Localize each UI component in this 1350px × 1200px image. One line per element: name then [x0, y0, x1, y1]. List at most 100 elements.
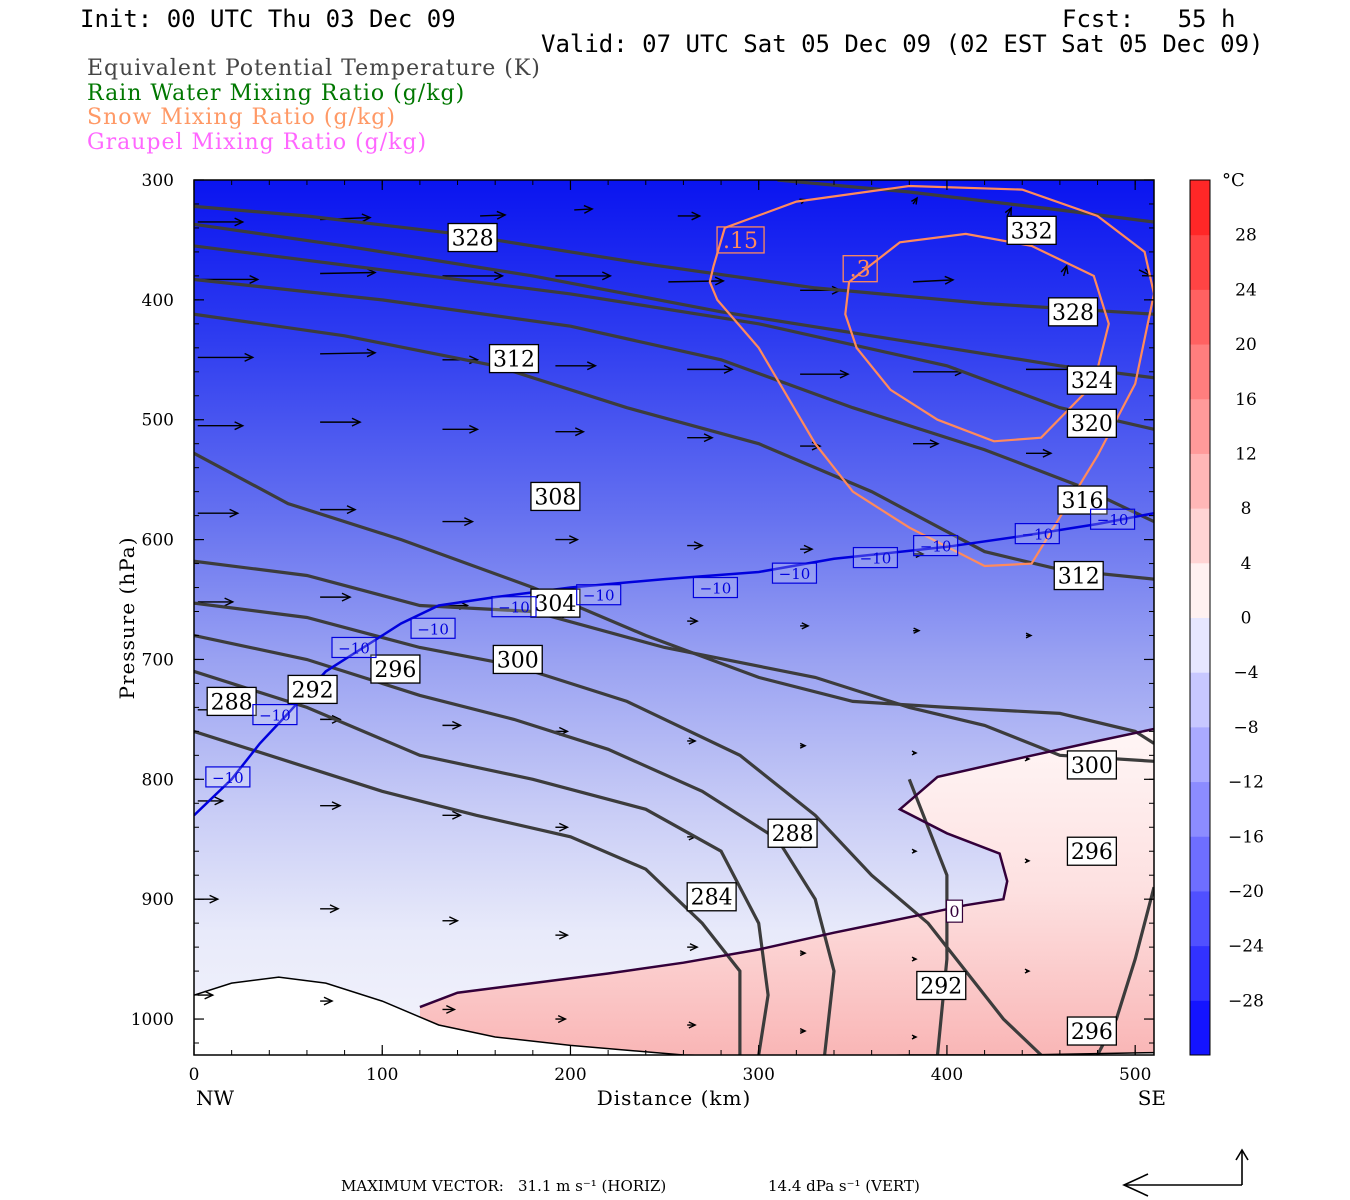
svg-text:−10: −10 — [700, 580, 732, 598]
wind-vector — [320, 592, 352, 602]
wind-vector — [799, 742, 807, 749]
wind-vector — [320, 268, 377, 278]
svg-text:.3: .3 — [850, 258, 871, 283]
theta-e-label: 312 — [488, 343, 540, 374]
wind-vector — [1024, 858, 1031, 864]
wind-vector — [442, 1004, 457, 1014]
max-vector-horiz: 31.1 m s⁻¹ (HORIZ) — [518, 1177, 667, 1195]
wind-vector — [913, 275, 955, 285]
plot-area — [194, 180, 1154, 1055]
max-vector-label: MAXIMUM VECTOR: — [341, 1177, 504, 1195]
wind-vector — [555, 1014, 568, 1024]
colorbar-swatch — [1190, 234, 1210, 290]
svg-text:−10: −10 — [779, 565, 811, 583]
theta-e-label: 304 — [530, 588, 581, 618]
theta-e-contour-line — [194, 222, 1154, 380]
y-tick-label: 800 — [142, 770, 174, 790]
colorbar: 28 24 20 16 12 8 4 0 −4 −8 −12 −16 −20 −24 −28 — [1189, 179, 1264, 1056]
y-tick-label: 700 — [142, 650, 174, 670]
theta-e-label: 312 — [1053, 560, 1104, 591]
theta-e-contour-line — [194, 312, 1154, 581]
minus10-label: −10 — [252, 703, 298, 726]
wind-vector — [197, 421, 245, 431]
wind-vector — [687, 943, 699, 952]
theta-e-contour-line — [777, 180, 1154, 224]
wind-vector — [442, 517, 475, 527]
svg-text:−10: −10 — [920, 538, 952, 556]
svg-text:328: 328 — [452, 226, 494, 251]
contour-labels: 3323283283243203163123123083043003002962… — [205, 215, 1136, 1046]
x-tick-label: 300 — [742, 1065, 774, 1085]
colorbar-swatch — [1190, 289, 1210, 345]
svg-text:−10: −10 — [860, 550, 892, 568]
svg-text:328: 328 — [1052, 301, 1094, 326]
wind-vector — [320, 348, 377, 358]
wind-vector — [800, 622, 810, 630]
wind-vector — [197, 217, 245, 227]
wind-vector — [197, 990, 215, 1000]
x-left-end-label: NW — [196, 1086, 235, 1110]
legend-rain: Rain Water Mixing Ratio (g/kg) — [87, 81, 466, 106]
minus10-label: −10 — [576, 584, 622, 606]
wind-vector — [799, 1028, 807, 1035]
colorbar-swatch — [1190, 945, 1210, 1001]
x-tick-label: 100 — [366, 1065, 398, 1085]
minus10-label: −10 — [491, 596, 537, 618]
y-tick-label: 600 — [142, 531, 174, 551]
y-tick-label: 900 — [142, 890, 174, 910]
legend-snow: Snow Mixing Ratio (g/kg) — [87, 105, 396, 130]
wind-vector — [687, 433, 714, 443]
wind-vector — [320, 801, 342, 811]
valid-time: Valid: 07 UTC Sat 05 Dec 09 (02 EST Sat … — [541, 30, 1264, 58]
wind-vector — [555, 930, 570, 940]
minus10-label: −10 — [331, 636, 377, 659]
svg-text:324: 324 — [1071, 369, 1113, 394]
theta-e-label: 300 — [492, 644, 543, 675]
colorbar-tick-label: 0 — [1241, 609, 1252, 629]
minus10-label: −10 — [410, 617, 456, 639]
svg-text:304: 304 — [534, 592, 576, 617]
wind-vector — [320, 505, 357, 515]
svg-text:288: 288 — [772, 822, 814, 847]
wind-vector — [555, 271, 613, 281]
snow-contours — [708, 184, 1154, 568]
svg-text:−10: −10 — [338, 639, 370, 657]
theta-e-contour-line — [194, 451, 1154, 745]
theta-e-label: 296 — [1066, 836, 1117, 866]
svg-text:−10: −10 — [212, 769, 244, 787]
colorbar-tick-label: −24 — [1228, 937, 1264, 957]
colorbar-tick-label: 20 — [1235, 335, 1257, 355]
theta-e-label: 324 — [1066, 365, 1117, 395]
minus10-label: −10 — [913, 534, 959, 557]
snow-label: .3 — [842, 255, 878, 283]
theta-e-label: 288 — [206, 686, 257, 717]
zero-isotherm-line — [419, 727, 1154, 1009]
max-vector-vert: 14.4 dPa s⁻¹ (VERT) — [768, 1177, 920, 1195]
wind-vector — [911, 848, 918, 854]
y-tick-label: 300 — [142, 171, 174, 191]
warm-temperature-fill — [419, 729, 1154, 1055]
svg-text:332: 332 — [1011, 219, 1053, 244]
svg-text:.15: .15 — [723, 229, 758, 254]
wind-vector — [1060, 264, 1069, 277]
theta-e-label: 308 — [530, 481, 581, 512]
colorbar-swatch — [1190, 890, 1210, 947]
wind-vector — [668, 276, 725, 286]
wind-vector — [442, 916, 460, 926]
colorbar-swatch — [1190, 672, 1210, 728]
x-tick-label: 200 — [554, 1065, 586, 1085]
x-tick-label: 500 — [1119, 1065, 1151, 1085]
colorbar-tick-label: 4 — [1241, 554, 1252, 574]
svg-text:0: 0 — [949, 902, 959, 921]
wind-vector — [555, 535, 580, 545]
minus10-label: −10 — [852, 546, 899, 569]
wind-vector — [555, 427, 586, 437]
svg-text:−10: −10 — [1097, 511, 1129, 529]
wind-vector — [320, 417, 362, 427]
svg-text:312: 312 — [493, 348, 535, 373]
minus10-label: −10 — [692, 576, 739, 599]
colorbar-tick-label: 8 — [1241, 499, 1252, 519]
theta-e-label: 328 — [1047, 297, 1099, 327]
theta-e-contour-line — [194, 559, 1154, 763]
